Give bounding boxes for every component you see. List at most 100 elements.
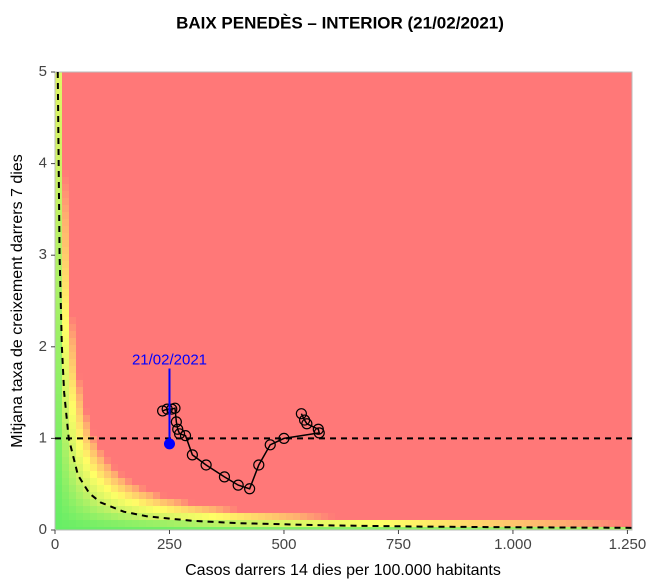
heatmap-cell [237,184,245,192]
heatmap-cell [482,100,490,108]
heatmap-cell [272,366,280,374]
heatmap-cell [265,499,273,507]
heatmap-cell [468,114,476,122]
heatmap-cell [167,310,175,318]
heatmap-cell [230,408,238,416]
heatmap-cell [216,219,224,227]
heatmap-cell [398,513,406,521]
heatmap-cell [90,485,98,493]
heatmap-cell [286,142,294,150]
heatmap-cell [90,387,98,395]
heatmap-cell [363,128,371,136]
heatmap-cell [433,184,441,192]
heatmap-cell [293,191,301,199]
heatmap-cell [237,492,245,500]
heatmap-cell [370,247,378,255]
heatmap-cell [223,261,231,269]
heatmap-cell [62,394,70,402]
heatmap-cell [426,506,434,514]
heatmap-cell [300,219,308,227]
heatmap-cell [132,394,140,402]
heatmap-cell [475,338,483,346]
heatmap-cell [433,177,441,185]
heatmap-cell [517,352,525,360]
heatmap-cell [83,163,91,171]
heatmap-cell [517,142,525,150]
heatmap-cell [97,205,105,213]
heatmap-cell [97,163,105,171]
heatmap-cell [503,163,511,171]
heatmap-cell [391,401,399,409]
heatmap-cell [167,149,175,157]
heatmap-cell [300,247,308,255]
heatmap-cell [83,100,91,108]
heatmap-cell [300,212,308,220]
heatmap-cell [384,296,392,304]
heatmap-cell [426,205,434,213]
heatmap-cell [531,184,539,192]
heatmap-cell [132,478,140,486]
heatmap-cell [580,121,588,129]
heatmap-cell [153,163,161,171]
heatmap-cell [132,226,140,234]
heatmap-cell [538,142,546,150]
heatmap-cell [300,324,308,332]
heatmap-cell [244,107,252,115]
heatmap-cell [90,415,98,423]
heatmap-cell [69,128,77,136]
heatmap-cell [447,359,455,367]
heatmap-cell [447,114,455,122]
heatmap-cell [237,422,245,430]
heatmap-cell [342,86,350,94]
heatmap-cell [503,415,511,423]
heatmap-cell [90,128,98,136]
heatmap-cell [335,79,343,87]
heatmap-cell [335,156,343,164]
heatmap-cell [111,205,119,213]
heatmap-cell [314,310,322,318]
heatmap-cell [440,268,448,276]
heatmap-cell [559,261,567,269]
heatmap-cell [146,135,154,143]
heatmap-cell [293,219,301,227]
heatmap-cell [153,373,161,381]
heatmap-cell [265,86,273,94]
heatmap-cell [342,205,350,213]
heatmap-cell [314,352,322,360]
heatmap-cell [503,394,511,402]
heatmap-cell [496,163,504,171]
heatmap-cell [237,443,245,451]
heatmap-cell [580,149,588,157]
heatmap-cell [216,317,224,325]
heatmap-cell [195,205,203,213]
heatmap-cell [440,219,448,227]
heatmap-cell [132,184,140,192]
heatmap-cell [552,485,560,493]
heatmap-cell [146,429,154,437]
heatmap-cell [118,233,126,241]
heatmap-cell [97,317,105,325]
heatmap-cell [258,79,266,87]
heatmap-cell [349,247,357,255]
heatmap-cell [384,394,392,402]
heatmap-cell [314,317,322,325]
heatmap-cell [202,408,210,416]
heatmap-cell [216,457,224,465]
heatmap-cell [209,485,217,493]
heatmap-cell [405,268,413,276]
heatmap-cell [69,282,77,290]
heatmap-cell [69,408,77,416]
heatmap-cell [328,289,336,297]
heatmap-cell [314,401,322,409]
heatmap-cell [447,338,455,346]
heatmap-cell [90,240,98,248]
heatmap-cell [524,198,532,206]
heatmap-cell [167,317,175,325]
heatmap-cell [538,268,546,276]
heatmap-cell [76,317,84,325]
heatmap-cell [391,149,399,157]
heatmap-cell [279,128,287,136]
heatmap-cell [566,142,574,150]
heatmap-cell [482,450,490,458]
heatmap-cell [349,212,357,220]
